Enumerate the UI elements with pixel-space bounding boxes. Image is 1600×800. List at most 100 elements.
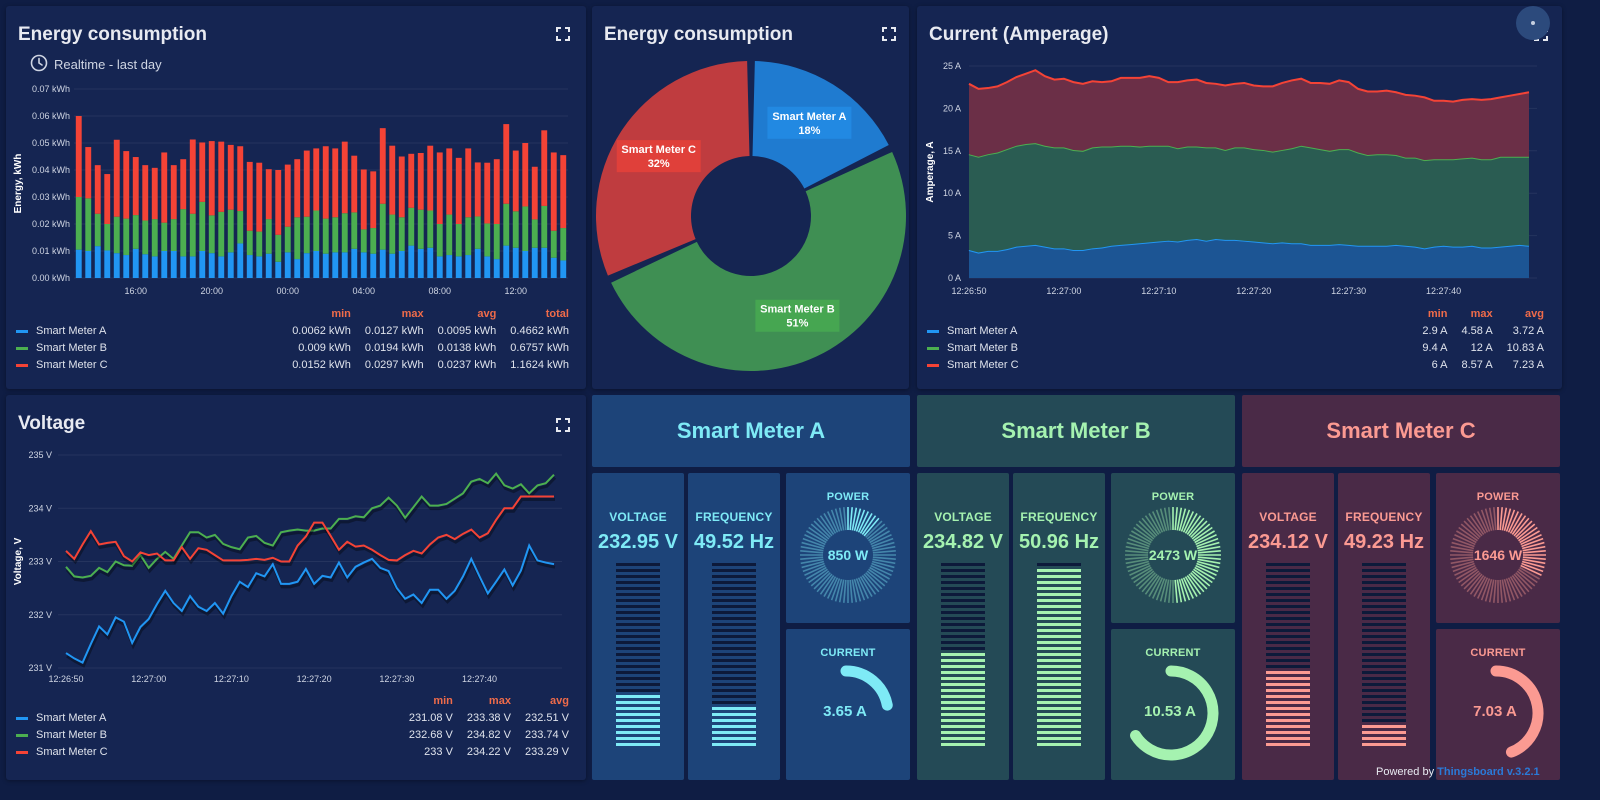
- x-tick-label: 12:00: [504, 286, 527, 296]
- level-rung: [941, 593, 985, 596]
- voltage-value: 234.12 V: [1247, 531, 1329, 553]
- level-rung: [712, 707, 756, 710]
- voltage-card: Voltage 231 V 232 V 233 V 234 V 235 V Voltage…: [6, 395, 586, 780]
- bar-segment: [408, 153, 415, 208]
- power-gauge-tick: [851, 507, 858, 531]
- power-gauge-tick: [1125, 545, 1149, 552]
- bar-segment: [113, 139, 120, 217]
- legend-header-min: min: [331, 308, 351, 320]
- legend-row[interactable]: Smart Meter B 232.68 V 234.82 V 233.74 V: [16, 727, 569, 744]
- current-arc-gauge: [840, 665, 893, 711]
- current-label: CURRENT: [1470, 647, 1526, 659]
- bar-segment: [237, 243, 244, 278]
- power-gauge-tick: [863, 517, 880, 537]
- series-swatch: [16, 346, 28, 350]
- level-rung: [712, 647, 756, 650]
- power-gauge-tick: [1125, 558, 1149, 565]
- frequency-label: FREQUENCY: [1020, 510, 1098, 524]
- bar-segment: [104, 174, 111, 224]
- level-rung: [1362, 587, 1406, 590]
- bar-segment: [132, 157, 139, 216]
- level-rung: [1266, 743, 1310, 746]
- meter-a-frequency-tile: FREQUENCY 49.52 Hz: [688, 473, 780, 780]
- legend-row[interactable]: Smart Meter C 0.0152 kWh 0.0297 kWh 0.0237 …: [16, 357, 569, 374]
- current-value: 3.65 A: [823, 703, 867, 720]
- series-line: [65, 495, 554, 563]
- more-options-button[interactable]: [1516, 6, 1550, 40]
- power-gauge-tick: [849, 507, 853, 531]
- power-gauge-tick: [1184, 576, 1198, 597]
- level-rung: [712, 713, 756, 716]
- voltage-value: 232.95 V: [597, 531, 679, 553]
- bar-segment: [417, 248, 424, 278]
- legend-value-avg: 0.0138 kWh: [437, 342, 497, 354]
- level-rung: [1362, 695, 1406, 698]
- frequency-level-ladder: [712, 563, 756, 749]
- x-tick-label: 12:26:50: [951, 286, 986, 296]
- legend-row[interactable]: Smart Meter C 6 A 8.57 A 7.23 A: [927, 357, 1544, 374]
- legend-row[interactable]: Smart Meter A 0.0062 kWh 0.0127 kWh 0.0095 …: [16, 323, 569, 340]
- level-rung: [1037, 689, 1081, 692]
- legend-value-min: 0.0152 kWh: [292, 359, 351, 371]
- level-rung: [1266, 683, 1310, 686]
- legend-row[interactable]: Smart Meter A 231.08 V 233.38 V 232.51 V: [16, 710, 569, 727]
- level-rung: [1362, 647, 1406, 650]
- bar-segment: [465, 217, 472, 256]
- legend-row[interactable]: Smart Meter C 233 V 234.22 V 233.29 V: [16, 744, 569, 761]
- level-rung: [1037, 683, 1081, 686]
- power-gauge-tick: [870, 533, 892, 546]
- power-gauge-tick: [1176, 579, 1183, 603]
- power-value: 850 W: [827, 547, 869, 563]
- timewindow-label[interactable]: Realtime - last day: [30, 54, 162, 75]
- power-gauge-tick: [800, 545, 824, 552]
- level-rung: [1266, 641, 1310, 644]
- power-gauge-tick: [1451, 541, 1475, 550]
- level-rung: [712, 677, 756, 680]
- power-gauge-tick: [1148, 513, 1162, 534]
- bar-segment: [170, 165, 177, 220]
- level-rung: [1362, 611, 1406, 614]
- fullscreen-icon[interactable]: [882, 27, 896, 41]
- power-gauge-tick: [1456, 566, 1477, 580]
- fullscreen-icon[interactable]: [556, 27, 570, 41]
- bar-segment: [474, 216, 481, 249]
- bar-segment: [246, 161, 253, 231]
- bar-segment: [265, 253, 272, 278]
- level-rung: [941, 605, 985, 608]
- level-rung: [1266, 689, 1310, 692]
- level-rung: [941, 563, 985, 566]
- power-gauge-tick: [1188, 573, 1205, 593]
- bar-segment: [180, 209, 187, 257]
- level-rung: [941, 719, 985, 722]
- level-rung: [1266, 605, 1310, 608]
- y-tick-label: 5 A: [948, 231, 961, 241]
- bar-segment: [398, 156, 405, 218]
- voltage-level-ladder: [1266, 563, 1310, 749]
- power-gauge-tick: [1499, 579, 1503, 603]
- power-gauge-tick: [816, 517, 833, 537]
- x-tick-label: 12:27:10: [214, 674, 249, 684]
- power-gauge-tick: [1194, 566, 1215, 580]
- level-rung: [616, 677, 660, 680]
- thingsboard-link[interactable]: Thingsboard v.3.2.1: [1437, 766, 1540, 778]
- power-gauge-tick: [808, 568, 828, 584]
- level-rung: [941, 629, 985, 632]
- meter-name: Smart Meter B: [1001, 418, 1151, 443]
- energy-bar-legend: min max avg total Smart Meter A 0.0062 kWh 0.0…: [16, 306, 569, 374]
- legend-row[interactable]: Smart Meter A 2.9 A 4.58 A 3.72 A: [927, 323, 1544, 340]
- fullscreen-icon[interactable]: [556, 418, 570, 432]
- clock-icon: [30, 54, 48, 75]
- legend-series-name: Smart Meter C: [36, 359, 108, 371]
- legend-row[interactable]: Smart Meter B 9.4 A 12 A 10.83 A: [927, 340, 1544, 357]
- power-gauge-tick: [1509, 513, 1523, 534]
- power-gauge-tick: [1135, 570, 1155, 587]
- legend-row[interactable]: Smart Meter B 0.009 kWh 0.0194 kWh 0.0138 k…: [16, 340, 569, 357]
- power-gauge-tick: [1460, 523, 1480, 540]
- power-gauge-tick: [830, 578, 841, 601]
- power-gauge-tick: [855, 509, 866, 532]
- bar-segment: [531, 219, 538, 248]
- level-rung: [941, 575, 985, 578]
- level-rung: [712, 575, 756, 578]
